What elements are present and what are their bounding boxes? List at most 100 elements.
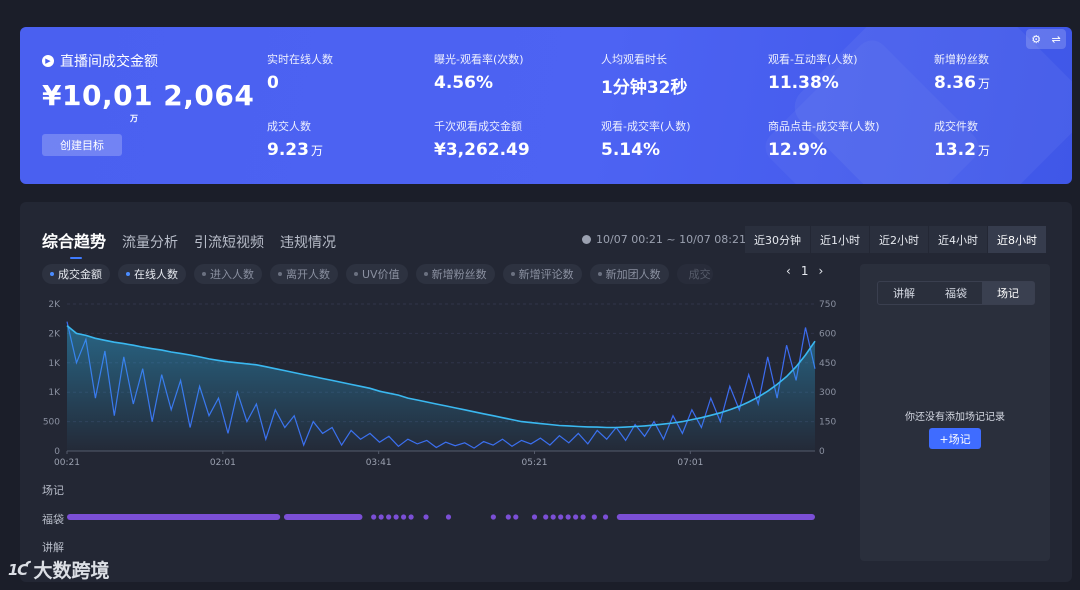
trend-chart: 0 500 1K 1K 2K 2K 0 150 300 450 600 750 00:21 02:01 03… [43,300,837,468]
pager-prev-icon[interactable]: ‹ [786,264,791,278]
lucky-bag-dot[interactable] [558,514,564,520]
chip-gmv[interactable]: 成交金额 [42,264,110,284]
y-right-tick-label: 150 [819,418,836,428]
lucky-bag-dot[interactable] [543,514,549,520]
lucky-bag-dot[interactable] [423,514,429,520]
lucky-bag-dot[interactable] [408,514,414,520]
metric-value: 8.36 万 [934,73,990,93]
metric-label: 人均观看时长 [601,53,667,66]
chip-uv-value[interactable]: UV价值 [346,264,408,284]
lucky-bag-dot[interactable] [393,514,399,520]
chip-pager: ‹ 1 › [786,264,823,278]
metric-click-conversion-rate: 商品点击-成交率(人数) 12.9% [768,118,880,160]
metric-exposure-view-rate: 曝光-观看率(次数) 4.56% [434,51,524,93]
empty-records-text: 你还没有添加场记记录 [905,412,1005,423]
side-tabs: 讲解 福袋 场记 [877,281,1035,305]
track-label-explain: 讲解 [42,541,64,554]
metric-value: ¥3,262.49 [434,140,530,160]
lucky-bag-dot[interactable] [378,514,384,520]
banner-tools: ⚙ ⇌ [1026,29,1066,49]
lucky-bag-dot[interactable] [580,514,586,520]
chip-deals[interactable]: 成交 [676,264,713,284]
metric-value: 1分钟32秒 [601,78,688,98]
metric-view-conversion-rate: 观看-成交率(人数) 5.14% [601,118,691,160]
lucky-bag-dot[interactable] [386,514,392,520]
lucky-bag-dot[interactable] [371,514,377,520]
lucky-bag-dot[interactable] [531,514,538,520]
x-tick-label: 02:01 [210,458,236,468]
chip-exits[interactable]: 离开人数 [270,264,338,284]
tab-traffic-analysis[interactable]: 流量分析 [122,235,179,251]
series-line-online-users [66,324,816,429]
play-icon: ▶ [42,55,54,67]
chip-entries[interactable]: 进入人数 [194,264,262,284]
track-label-records: 场记 [42,484,64,497]
gmv-unit: 万 [130,114,138,123]
lucky-bag-segment[interactable] [283,514,363,520]
clock-icon [582,235,591,244]
metric-label: 千次观看成交金额 [434,120,522,133]
lucky-bag-dot[interactable] [565,514,571,520]
lucky-bag-dot[interactable] [401,514,407,520]
watermark: 1Ƈ 大数跨境 [8,556,109,583]
range-4h-button[interactable]: 近4小时 [929,226,988,253]
side-tab-records[interactable]: 场记 [982,282,1034,304]
add-record-button[interactable]: +场记 [929,428,981,449]
metric-value: 11.38% [768,73,839,93]
gmv-value: ¥10,01 2,064 [42,79,255,112]
y-left-tick-label: 2K [48,329,61,339]
lucky-bag-segment[interactable] [67,514,281,520]
range-30min-button[interactable]: 近30分钟 [745,226,811,253]
panel-tabs: 综合趋势 流量分析 引流短视频 违规情况 [42,228,337,259]
lucky-bag-dot[interactable] [490,514,496,520]
tab-short-video[interactable]: 引流短视频 [194,235,265,251]
lucky-bag-dot[interactable] [513,514,519,520]
metric-label: 成交件数 [934,120,978,133]
y-right-tick-label: 450 [819,359,836,369]
side-tab-lucky-bag[interactable]: 福袋 [945,287,967,300]
gear-icon[interactable]: ⚙ [1031,32,1042,46]
time-range: 10/07 00:21 ~ 10/07 08:21 [582,233,746,246]
tab-overall-trend[interactable]: 综合趋势 [42,228,106,259]
y-left-tick-label: 1K [48,388,61,398]
gmv-title-label: 直播间成交金额 [60,54,158,70]
chip-new-fans[interactable]: 新增粉丝数 [415,264,495,284]
lucky-bag-segment[interactable] [616,514,815,520]
track-label-lucky-bag: 福袋 [42,513,64,526]
lucky-bag-dot[interactable] [602,514,609,520]
metric-gpm: 千次观看成交金额 ¥3,262.49 [434,118,532,160]
lucky-bag-dot[interactable] [550,514,556,520]
metric-items-sold: 成交件数 13.2 万 [934,118,990,160]
y-left-tick-label: 0 [54,447,60,457]
metric-buyers: 成交人数 9.23 万 [267,118,323,160]
swap-icon[interactable]: ⇌ [1051,32,1061,46]
metric-value: 9.23 万 [267,140,323,160]
range-1h-button[interactable]: 近1小时 [811,226,870,253]
metric-new-fans: 新增粉丝数 8.36 万 [934,51,990,93]
gmv-title: ▶ 直播间成交金额 [42,51,158,71]
tab-violations[interactable]: 违规情况 [280,235,337,251]
range-2h-button[interactable]: 近2小时 [870,226,929,253]
lucky-bag-dot[interactable] [445,514,452,520]
y-left-tick-label: 500 [43,418,60,428]
lucky-bag-dot[interactable] [591,514,597,520]
lucky-bag-dot[interactable] [573,514,579,520]
x-tick-label: 05:21 [522,458,548,468]
trend-panel: 综合趋势 流量分析 引流短视频 违规情况 10/07 00:21 ~ 10/07… [20,202,1072,582]
chip-new-comments[interactable]: 新增评论数 [502,264,582,284]
watermark-logo: 1Ƈ [8,560,28,579]
metric-value: 0 [267,73,279,93]
lucky-bag-dot[interactable] [505,514,511,520]
chip-online-users[interactable]: 在线人数 [118,264,186,284]
chip-new-group-members[interactable]: 新加团人数 [589,264,669,284]
metric-label: 商品点击-成交率(人数) [768,120,880,133]
y-left-tick-label: 2K [48,300,61,310]
range-buttons: 近30分钟 近1小时 近2小时 近4小时 近8小时 [745,226,1047,253]
create-goal-button[interactable]: 创建目标 [42,134,122,156]
y-right-tick-label: 300 [819,388,836,398]
y-left-tick-label: 1K [48,359,61,369]
metric-value: 13.2 万 [934,140,990,160]
range-8h-button[interactable]: 近8小时 [988,226,1047,253]
pager-next-icon[interactable]: › [818,264,824,278]
side-tab-explain[interactable]: 讲解 [893,287,915,300]
